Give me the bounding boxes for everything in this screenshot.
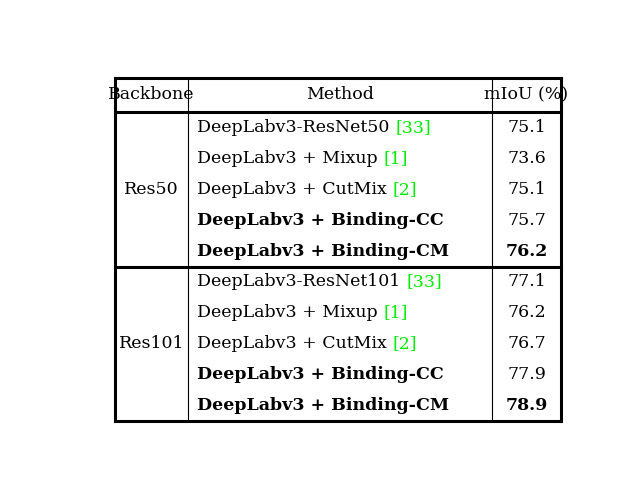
Text: 77.9: 77.9 — [507, 366, 546, 383]
Text: Res50: Res50 — [124, 181, 179, 198]
Text: Backbone: Backbone — [108, 86, 195, 103]
Text: DeepLabv3 + Binding-CC: DeepLabv3 + Binding-CC — [197, 366, 444, 383]
Text: 77.1: 77.1 — [507, 273, 546, 291]
Text: mIoU (%): mIoU (%) — [484, 86, 568, 103]
Text: Method: Method — [306, 86, 374, 103]
Text: DeepLabv3 + Binding-CM: DeepLabv3 + Binding-CM — [197, 397, 449, 414]
Text: [2]: [2] — [392, 181, 417, 198]
Text: DeepLabv3 + CutMix: DeepLabv3 + CutMix — [197, 181, 392, 198]
Text: 78.9: 78.9 — [506, 397, 548, 414]
Text: 76.2: 76.2 — [507, 304, 546, 321]
Text: DeepLabv3 + CutMix: DeepLabv3 + CutMix — [197, 335, 392, 352]
Text: DeepLabv3 + Mixup: DeepLabv3 + Mixup — [197, 150, 383, 167]
Text: [2]: [2] — [392, 335, 417, 352]
Text: 76.2: 76.2 — [506, 243, 548, 260]
Text: DeepLabv3-ResNet50: DeepLabv3-ResNet50 — [197, 119, 395, 136]
Text: 75.1: 75.1 — [507, 181, 546, 198]
Text: [33]: [33] — [406, 273, 442, 291]
Text: [33]: [33] — [395, 119, 431, 136]
Text: DeepLabv3-ResNet101: DeepLabv3-ResNet101 — [197, 273, 406, 291]
Text: DeepLabv3 + Binding-CC: DeepLabv3 + Binding-CC — [197, 212, 444, 229]
Text: 75.1: 75.1 — [507, 119, 546, 136]
Text: [1]: [1] — [383, 150, 408, 167]
Text: [1]: [1] — [383, 304, 408, 321]
Text: DeepLabv3 + Binding-CM: DeepLabv3 + Binding-CM — [197, 243, 449, 260]
Text: Res101: Res101 — [119, 335, 184, 352]
Text: DeepLabv3 + Mixup: DeepLabv3 + Mixup — [197, 304, 383, 321]
Text: 75.7: 75.7 — [507, 212, 546, 229]
Text: 73.6: 73.6 — [507, 150, 546, 167]
Text: 76.7: 76.7 — [507, 335, 546, 352]
